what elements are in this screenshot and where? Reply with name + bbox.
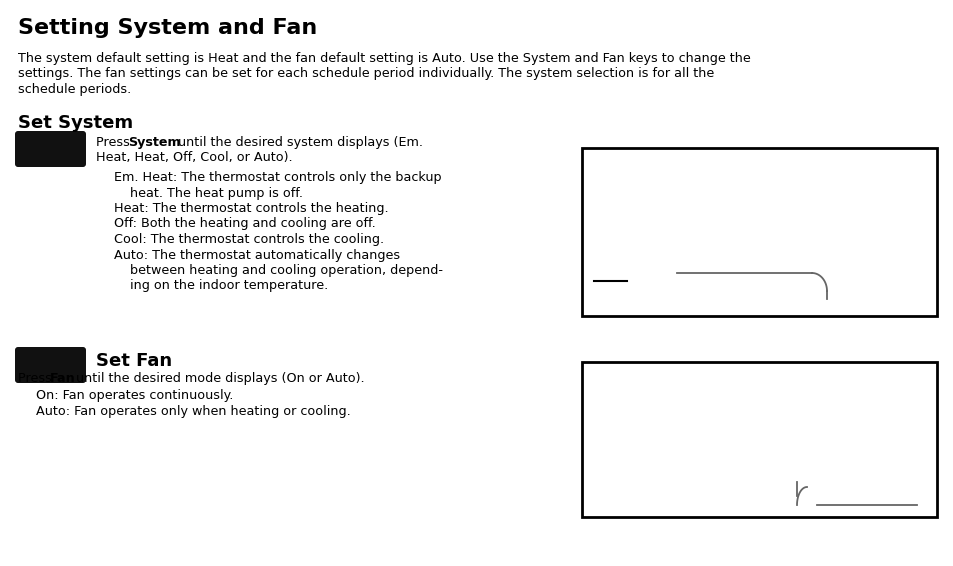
Text: Setting System and Fan: Setting System and Fan xyxy=(18,18,317,38)
Text: until the desired mode displays (On or Auto).: until the desired mode displays (On or A… xyxy=(71,372,364,385)
Text: Off: Both the heating and cooling are off.: Off: Both the heating and cooling are of… xyxy=(113,217,375,230)
Text: Press: Press xyxy=(18,372,56,385)
Text: schedule periods.: schedule periods. xyxy=(18,83,132,96)
Text: Auto: Fan operates only when heating or cooling.: Auto: Fan operates only when heating or … xyxy=(36,405,351,418)
FancyBboxPatch shape xyxy=(15,347,86,383)
Bar xyxy=(581,362,936,517)
Text: On: Fan operates continuously.: On: Fan operates continuously. xyxy=(36,389,233,402)
Text: Press: Press xyxy=(96,136,133,149)
Text: ing on the indoor temperature.: ing on the indoor temperature. xyxy=(113,280,328,293)
Text: between heating and cooling operation, depend-: between heating and cooling operation, d… xyxy=(113,264,442,277)
Bar xyxy=(581,148,936,316)
Text: Fan: Fan xyxy=(50,372,75,385)
Text: until the desired system displays (Em.: until the desired system displays (Em. xyxy=(173,136,422,149)
Text: Set System: Set System xyxy=(18,114,133,132)
Text: Auto: The thermostat automatically changes: Auto: The thermostat automatically chang… xyxy=(113,248,399,261)
Text: Heat, Heat, Off, Cool, or Auto).: Heat, Heat, Off, Cool, or Auto). xyxy=(96,152,293,165)
Text: Set Fan: Set Fan xyxy=(96,352,172,370)
Text: System: System xyxy=(128,136,180,149)
Text: heat. The heat pump is off.: heat. The heat pump is off. xyxy=(113,187,303,199)
Text: Heat: The thermostat controls the heating.: Heat: The thermostat controls the heatin… xyxy=(113,202,388,215)
Text: Em. Heat: The thermostat controls only the backup: Em. Heat: The thermostat controls only t… xyxy=(113,171,441,184)
Text: The system default setting is Heat and the fan default setting is Auto. Use the : The system default setting is Heat and t… xyxy=(18,52,750,65)
Text: Cool: The thermostat controls the cooling.: Cool: The thermostat controls the coolin… xyxy=(113,233,384,246)
Text: settings. The fan settings can be set for each schedule period individually. The: settings. The fan settings can be set fo… xyxy=(18,67,714,80)
FancyBboxPatch shape xyxy=(15,131,86,167)
